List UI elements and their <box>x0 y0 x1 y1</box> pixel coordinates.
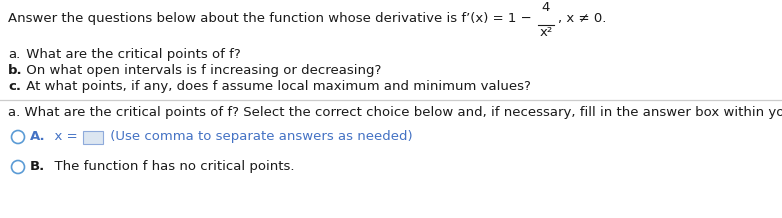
Text: At what points, if any, does f assume local maximum and minimum values?: At what points, if any, does f assume lo… <box>22 80 531 93</box>
Text: a. What are the critical points of f? Select the correct choice below and, if ne: a. What are the critical points of f? Se… <box>8 106 782 119</box>
Text: (Use comma to separate answers as needed): (Use comma to separate answers as needed… <box>106 130 412 143</box>
Text: The function f has no critical points.: The function f has no critical points. <box>46 160 295 173</box>
Text: 4: 4 <box>542 1 551 14</box>
Text: Answer the questions below about the function whose derivative is f’(x) = 1 −: Answer the questions below about the fun… <box>8 12 536 25</box>
Text: What are the critical points of f?: What are the critical points of f? <box>22 48 241 61</box>
Text: c.: c. <box>8 80 21 93</box>
Text: x²: x² <box>540 26 553 39</box>
Text: b.: b. <box>8 64 23 77</box>
Text: B.: B. <box>30 160 45 173</box>
FancyBboxPatch shape <box>83 131 103 144</box>
Text: , x ≠ 0.: , x ≠ 0. <box>558 12 606 25</box>
Text: x =: x = <box>46 130 82 143</box>
Text: On what open intervals is f increasing or decreasing?: On what open intervals is f increasing o… <box>22 64 382 77</box>
Text: a.: a. <box>8 48 20 61</box>
Text: A.: A. <box>30 130 45 143</box>
